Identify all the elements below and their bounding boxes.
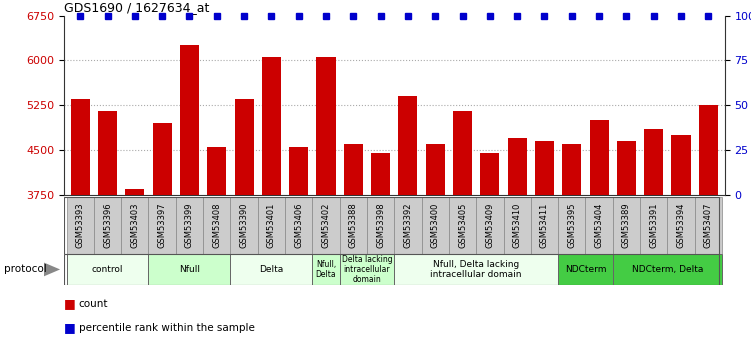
Bar (394, 254, 558, 285)
Bar (149, 197, 176, 254)
Text: protocol: protocol (4, 265, 47, 274)
Bar (398, 96, 418, 345)
Text: Nfull: Nfull (179, 265, 200, 274)
Text: NDCterm: NDCterm (565, 265, 606, 274)
Bar (289, 147, 308, 345)
Bar (476, 197, 503, 254)
Text: count: count (79, 299, 108, 308)
Bar (503, 197, 531, 254)
Bar (180, 46, 199, 345)
Text: GSM53394: GSM53394 (677, 203, 686, 248)
Bar (312, 254, 339, 285)
Bar (421, 197, 449, 254)
Text: GSM53391: GSM53391 (649, 203, 658, 248)
Bar (508, 138, 526, 345)
Bar (371, 153, 391, 345)
Bar (67, 197, 94, 254)
Text: GSM53405: GSM53405 (458, 203, 467, 248)
Bar (617, 141, 636, 345)
Bar (231, 197, 258, 254)
Bar (149, 254, 231, 285)
Text: GSM53392: GSM53392 (403, 203, 412, 248)
Bar (285, 197, 312, 254)
Text: ■: ■ (64, 297, 76, 310)
Text: GSM53396: GSM53396 (103, 202, 112, 248)
Bar (121, 197, 149, 254)
Text: GSM53407: GSM53407 (704, 203, 713, 248)
Bar (394, 197, 421, 254)
Bar (426, 144, 445, 345)
Bar (125, 189, 144, 345)
Bar (449, 197, 476, 254)
Text: GSM53389: GSM53389 (622, 202, 631, 248)
Text: GSM53403: GSM53403 (131, 203, 140, 248)
Text: GSM53408: GSM53408 (213, 203, 222, 248)
Bar (312, 197, 339, 254)
Bar (695, 197, 722, 254)
Text: percentile rank within the sample: percentile rank within the sample (79, 323, 255, 333)
Bar (613, 197, 640, 254)
Text: ■: ■ (64, 321, 76, 334)
Bar (367, 197, 394, 254)
Text: GSM53404: GSM53404 (595, 203, 604, 248)
Bar (231, 254, 312, 285)
Bar (339, 197, 367, 254)
Bar (71, 99, 90, 345)
Text: GSM53401: GSM53401 (267, 203, 276, 248)
Bar (558, 197, 586, 254)
Text: GSM53406: GSM53406 (294, 203, 303, 248)
Bar (613, 254, 722, 285)
Text: GSM53388: GSM53388 (348, 202, 357, 248)
Bar (640, 197, 668, 254)
Polygon shape (44, 263, 60, 276)
Text: GSM53400: GSM53400 (431, 203, 440, 248)
Text: GSM53397: GSM53397 (158, 202, 167, 248)
Bar (339, 254, 394, 285)
Bar (535, 141, 554, 345)
Text: NDCterm, Delta: NDCterm, Delta (632, 265, 703, 274)
Text: GDS1690 / 1627634_at: GDS1690 / 1627634_at (64, 1, 210, 14)
Bar (558, 254, 613, 285)
Text: GSM53398: GSM53398 (376, 202, 385, 248)
Text: GSM53410: GSM53410 (513, 203, 522, 248)
Text: GSM53390: GSM53390 (240, 203, 249, 248)
Bar (586, 197, 613, 254)
Bar (671, 135, 691, 345)
Text: GSM53402: GSM53402 (321, 203, 330, 248)
Bar (98, 111, 117, 345)
Bar (562, 144, 581, 345)
Bar (453, 111, 472, 345)
Bar (481, 153, 499, 345)
Bar (203, 197, 231, 254)
Bar (176, 197, 203, 254)
Bar (234, 99, 254, 345)
Bar (94, 197, 121, 254)
Text: GSM53399: GSM53399 (185, 203, 194, 248)
Bar (590, 120, 608, 345)
Text: GSM53411: GSM53411 (540, 203, 549, 248)
Bar (644, 129, 663, 345)
Bar (531, 197, 558, 254)
Text: control: control (92, 265, 123, 274)
Text: Delta: Delta (259, 265, 284, 274)
Text: GSM53409: GSM53409 (485, 203, 494, 248)
Text: Delta lacking
intracellular
domain: Delta lacking intracellular domain (342, 255, 392, 284)
Bar (698, 105, 718, 345)
Bar (262, 57, 281, 345)
Bar (258, 197, 285, 254)
Bar (207, 147, 226, 345)
Bar (344, 144, 363, 345)
Text: Nfull,
Delta: Nfull, Delta (315, 260, 336, 279)
Text: GSM53395: GSM53395 (567, 203, 576, 248)
Bar (152, 123, 172, 345)
Bar (316, 57, 336, 345)
Bar (668, 197, 695, 254)
Text: Nfull, Delta lacking
intracellular domain: Nfull, Delta lacking intracellular domai… (430, 260, 522, 279)
Bar (67, 254, 149, 285)
Text: GSM53393: GSM53393 (76, 202, 85, 248)
